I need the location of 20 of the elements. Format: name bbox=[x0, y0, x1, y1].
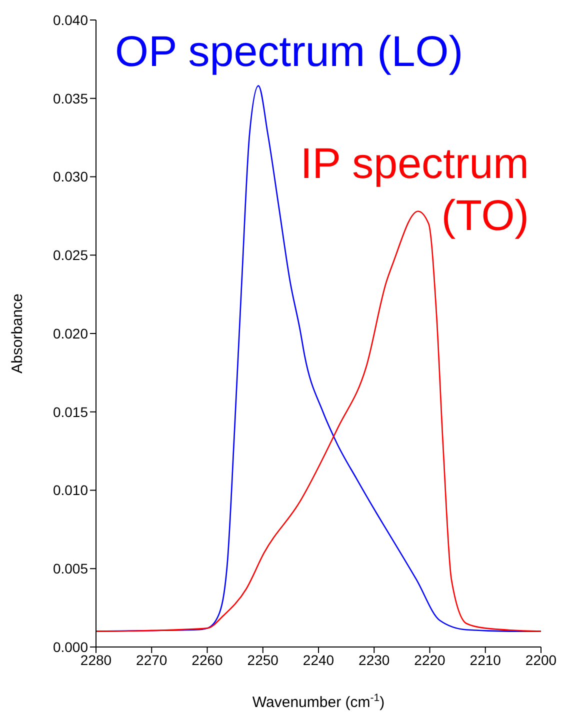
y-tick-label: 0.005 bbox=[52, 560, 88, 577]
x-tick-label: 2240 bbox=[302, 652, 334, 668]
series-label: OP spectrum (LO) bbox=[115, 28, 464, 76]
x-tick-label: 2220 bbox=[414, 652, 446, 668]
x-tick-label: 2250 bbox=[247, 652, 279, 668]
x-tick-label: 2210 bbox=[470, 652, 502, 668]
x-tick-label: 2270 bbox=[136, 652, 168, 668]
y-tick-label: 0.015 bbox=[52, 404, 88, 420]
x-tick-label: 2260 bbox=[192, 652, 224, 668]
y-tick-label: 0.035 bbox=[52, 90, 88, 106]
series-label: IP spectrum (TO) bbox=[299, 139, 529, 242]
x-axis-title: Wavenumber (cm$^{-1}$) bbox=[252, 692, 385, 711]
x-tick-label: 2200 bbox=[525, 652, 557, 668]
y-tick-label: 0.025 bbox=[52, 247, 88, 264]
y-tick-label: 0.010 bbox=[52, 482, 88, 498]
y-axis-title: Absorbance bbox=[9, 293, 26, 374]
y-tick-label: 0.020 bbox=[52, 325, 88, 342]
x-tick-label: 2230 bbox=[358, 652, 390, 668]
y-tick-label: 0.030 bbox=[52, 168, 88, 185]
y-tick-label: 0.040 bbox=[52, 12, 88, 28]
